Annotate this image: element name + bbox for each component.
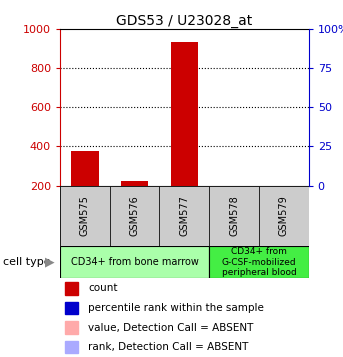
Bar: [110, 186, 159, 246]
Bar: [64, 321, 78, 334]
Bar: [60, 186, 110, 246]
Bar: [60, 246, 209, 278]
Text: GSM576: GSM576: [130, 196, 140, 236]
Text: ▶: ▶: [45, 256, 54, 269]
Text: GSM578: GSM578: [229, 196, 239, 236]
Bar: [71, 151, 98, 186]
Text: cell type: cell type: [3, 257, 51, 267]
Text: count: count: [88, 283, 118, 293]
Text: CD34+ from
G-CSF-mobilized
peripheral blood: CD34+ from G-CSF-mobilized peripheral bl…: [222, 247, 296, 277]
Bar: [64, 302, 78, 314]
Bar: [64, 282, 78, 295]
Bar: [159, 186, 209, 246]
Bar: [64, 341, 78, 353]
Bar: [209, 186, 259, 246]
Text: GSM579: GSM579: [279, 196, 289, 236]
Bar: [121, 181, 148, 186]
Text: percentile rank within the sample: percentile rank within the sample: [88, 303, 264, 313]
Bar: [209, 246, 309, 278]
Text: CD34+ from bone marrow: CD34+ from bone marrow: [71, 257, 199, 267]
Text: GSM575: GSM575: [80, 196, 90, 236]
Bar: [259, 186, 309, 246]
Bar: [171, 42, 198, 186]
Text: rank, Detection Call = ABSENT: rank, Detection Call = ABSENT: [88, 342, 249, 352]
Title: GDS53 / U23028_at: GDS53 / U23028_at: [116, 14, 252, 27]
Text: value, Detection Call = ABSENT: value, Detection Call = ABSENT: [88, 322, 254, 333]
Text: GSM577: GSM577: [179, 196, 189, 236]
